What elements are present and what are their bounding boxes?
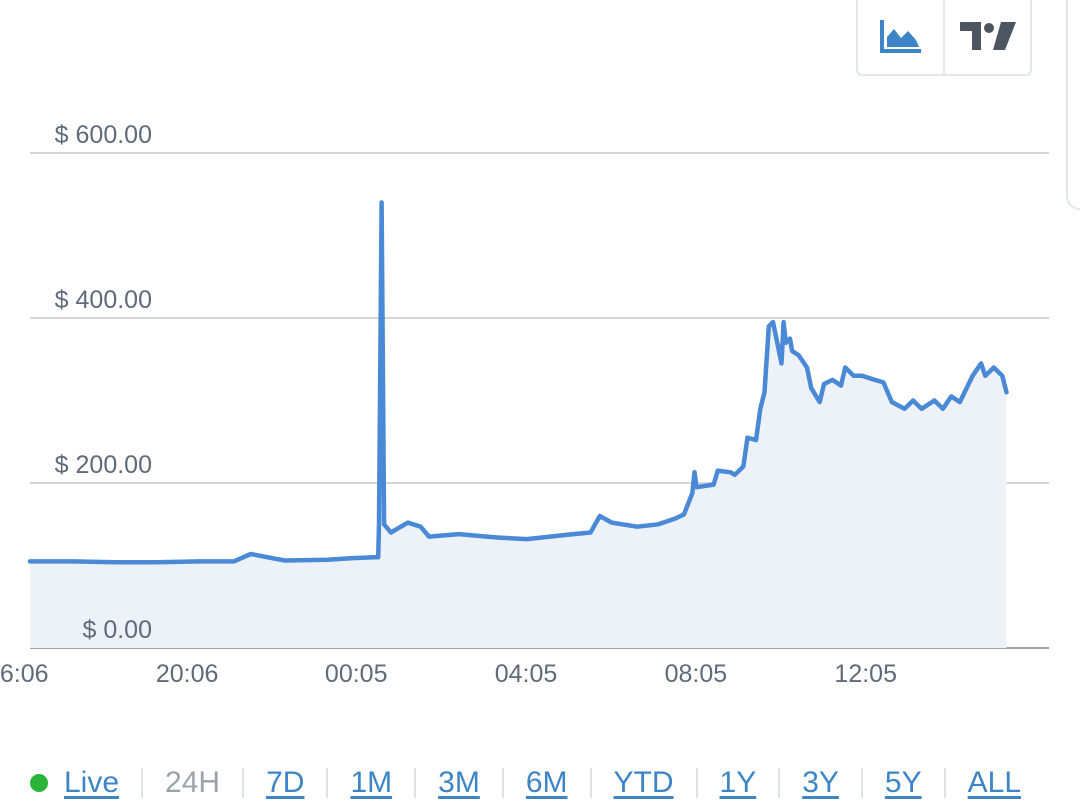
price-chart: $ 0.00 $ 200.00 $ 400.00 $ 600.00 16:06 20:0… [0, 121, 1049, 688]
series-area-fill-0 [30, 202, 1007, 648]
tradingview-logo-icon [959, 22, 1016, 50]
live-status-dot [30, 774, 48, 792]
range-separator [141, 768, 144, 798]
range-ytd[interactable]: YTD [613, 766, 674, 799]
series-line-0 [27, 200, 1009, 565]
range-separator [860, 768, 863, 798]
range-5y[interactable]: 5Y [884, 766, 922, 799]
area-chart-button[interactable] [858, 0, 943, 74]
y-tick-label-0: $ 0.00 [82, 616, 152, 644]
x-tick-label-1: 20:06 [156, 660, 219, 688]
range-separator [501, 768, 504, 798]
x-tick-label-3: 04:05 [495, 660, 558, 688]
y-tick-label-2: $ 400.00 [55, 286, 152, 314]
x-tick-label-0: 16:06 [0, 660, 49, 688]
range-1m[interactable]: 1M [350, 766, 393, 799]
range-separator [695, 768, 698, 798]
range-7d[interactable]: 7D [266, 766, 305, 799]
x-axis-labels: 16:06 20:06 00:05 04:05 08:05 12:05 [0, 660, 897, 688]
range-live-link[interactable]: Live [64, 766, 120, 799]
range-separator [589, 768, 592, 798]
tradingview-button[interactable] [943, 0, 1030, 74]
chart-style-toolbar [856, 0, 1032, 76]
area-chart-icon [879, 20, 921, 53]
range-all[interactable]: ALL [967, 766, 1022, 799]
y-tick-label-3: $ 600.00 [55, 121, 152, 149]
range-6m[interactable]: 6M [525, 766, 568, 799]
y-tick-label-1: $ 200.00 [55, 451, 152, 479]
range-3y[interactable]: 3Y [802, 766, 839, 799]
range-separator [414, 768, 417, 798]
range-separator [326, 768, 329, 798]
range-selector: Live 24H 7D 1M 3M 6M YTD 1Y 3Y 5Y ALL [30, 762, 1021, 804]
range-separator [778, 768, 781, 798]
x-tick-label-4: 08:05 [665, 660, 728, 688]
chart-area-layer [27, 200, 1009, 648]
x-tick-label-2: 00:05 [325, 660, 388, 688]
range-24h[interactable]: 24H [165, 766, 221, 799]
range-3m[interactable]: 3M [438, 766, 480, 799]
range-separator [242, 768, 245, 798]
range-1y[interactable]: 1Y [719, 766, 757, 799]
x-tick-label-5: 12:05 [834, 660, 897, 688]
y-axis-labels: $ 0.00 $ 200.00 $ 400.00 $ 600.00 [55, 121, 152, 644]
range-separator [943, 768, 946, 798]
